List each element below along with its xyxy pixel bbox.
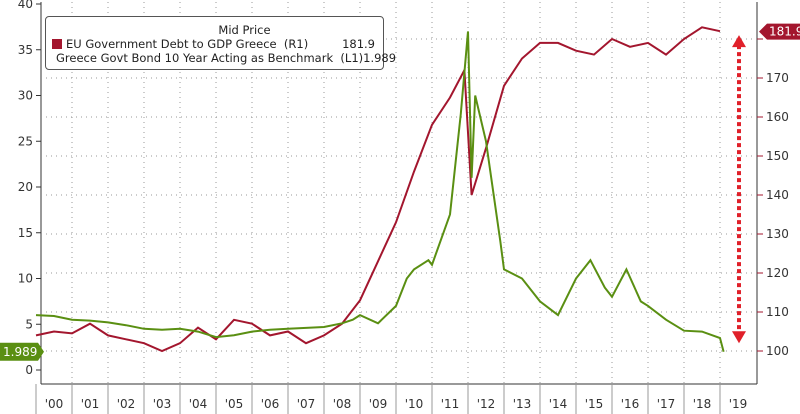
right-tick-label: 160 (766, 110, 789, 124)
bond-value-tag-label: 1.989 (3, 345, 37, 359)
x-tick-label: '01 (81, 397, 100, 411)
right-tick-label: 150 (766, 149, 789, 163)
annotation-arrow-head-up (732, 35, 746, 48)
x-tick-label: '03 (153, 397, 172, 411)
right-tick-label: 100 (766, 344, 789, 358)
legend: Mid Price EU Government Debt to GDP Gree… (45, 16, 396, 70)
left-tick-label: 30 (18, 89, 33, 103)
x-tick-label: '12 (477, 397, 496, 411)
legend-label-debt: EU Government Debt to GDP Greece (66, 37, 277, 51)
left-tick-label: 5 (25, 317, 33, 331)
x-tick-label: '08 (333, 397, 352, 411)
x-tick-label: '11 (441, 397, 460, 411)
legend-swatch-debt (52, 39, 62, 49)
debt-value-tag (759, 23, 800, 40)
x-tick-label: '19 (729, 397, 748, 411)
x-tick-label: '04 (189, 397, 208, 411)
left-tick-label: 0 (25, 363, 33, 377)
legend-value-bond: 1.989 (363, 51, 397, 65)
x-tick-label: '05 (225, 397, 244, 411)
right-tick-label: 140 (766, 188, 789, 202)
legend-axis-bond: (L1) (340, 51, 364, 65)
legend-value-debt: 181.9 (342, 37, 375, 51)
x-tick-label: '06 (261, 397, 280, 411)
x-tick-label: '18 (693, 397, 712, 411)
x-tick-label: '14 (549, 397, 568, 411)
x-tick-label: '10 (405, 397, 424, 411)
legend-axis-debt: (R1) (283, 37, 309, 51)
right-tick-label: 120 (766, 266, 789, 280)
x-tick-label: '16 (621, 397, 640, 411)
left-tick-label: 10 (18, 272, 33, 286)
left-tick-label: 35 (18, 43, 33, 57)
x-tick-label: '17 (657, 397, 676, 411)
series-line-debt (35, 26, 721, 353)
legend-label-bond: Greece Govt Bond 10 Year Acting as Bench… (56, 51, 334, 65)
left-tick-label: 15 (18, 226, 33, 240)
left-tick-label: 20 (18, 180, 33, 194)
right-tick-label: 110 (766, 305, 789, 319)
annotation-arrow-head-down (732, 331, 746, 344)
x-tick-label: '09 (369, 397, 388, 411)
legend-item-debt: EU Government Debt to GDP Greece (R1) 18… (46, 37, 383, 51)
legend-item-bond: Greece Govt Bond 10 Year Acting as Bench… (46, 51, 396, 65)
right-tick-label: 170 (766, 71, 789, 85)
left-tick-label: 25 (18, 134, 33, 148)
left-tick-label: 40 (18, 0, 33, 11)
legend-title: Mid Price (218, 23, 271, 37)
x-tick-label: '07 (297, 397, 316, 411)
x-tick-label: '02 (117, 397, 136, 411)
x-tick-label: '00 (45, 397, 64, 411)
x-tick-label: '13 (513, 397, 532, 411)
debt-value-tag-label: 181.9 (769, 25, 800, 39)
bond-value-tag (0, 342, 44, 361)
series-line-bond (35, 31, 725, 352)
x-tick-label: '15 (585, 397, 604, 411)
right-tick-label: 130 (766, 227, 789, 241)
